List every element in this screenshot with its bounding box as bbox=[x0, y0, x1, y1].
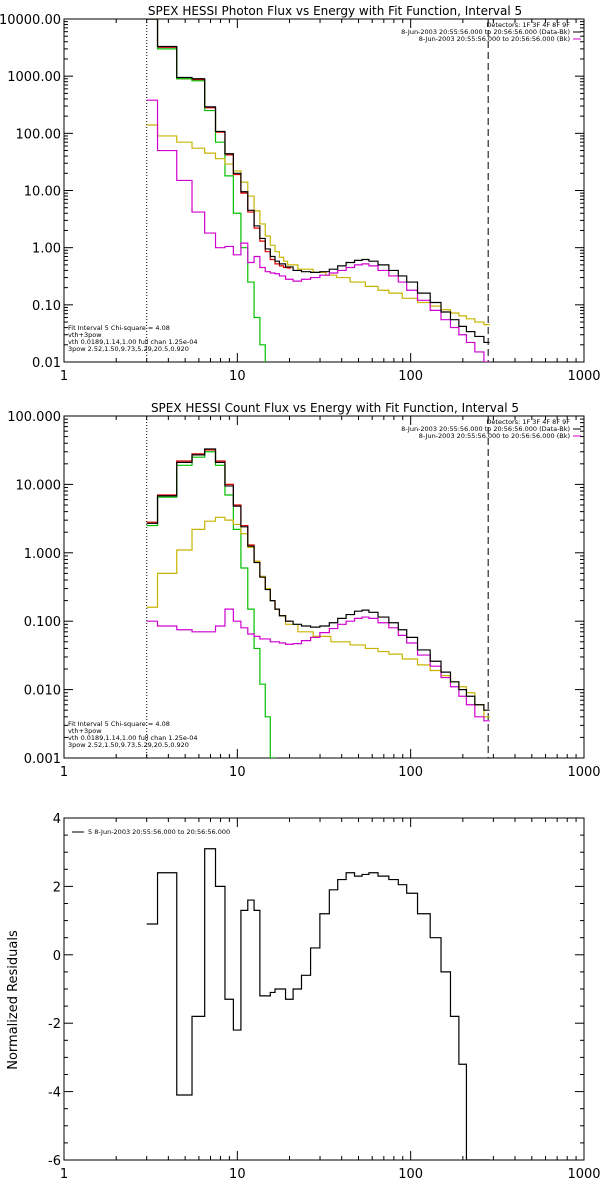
series-data bbox=[146, 448, 490, 711]
series-vth bbox=[146, 451, 276, 758]
x-tick-label: 10 bbox=[229, 1167, 246, 1182]
axes-frame bbox=[63, 415, 585, 759]
legend-line: Fit Interval 5 Chi-square = 4.08 bbox=[68, 720, 170, 728]
y-tick-label: 4 bbox=[53, 812, 61, 827]
x-tick-label: 1 bbox=[60, 369, 68, 384]
series-vth-3pow bbox=[146, 19, 291, 269]
y-tick-label: 10000.00 bbox=[0, 13, 61, 28]
legend-line: vth+3pow bbox=[68, 331, 102, 339]
header-line: 8-Jun-2003 20:55:56.000 to 20:56:56.000 … bbox=[401, 28, 570, 36]
y-tick-label: 10.00 bbox=[24, 185, 61, 200]
series-3pow bbox=[146, 516, 490, 718]
legend-line: vth 0.0189,1.14,1.00 full chan 1.25e-04 bbox=[68, 734, 198, 742]
x-tick-label: 1000 bbox=[567, 1167, 600, 1182]
residuals-panel: Normalized Residuals 1 10 100 1000 -6 -4 -2 0 2 4… bbox=[6, 812, 600, 1182]
y-tick-label: 0.010 bbox=[24, 684, 61, 699]
photon-flux-panel: SPEX HESSI Photon Flux vs Energy with Fi… bbox=[0, 4, 600, 384]
series-data-bk bbox=[146, 99, 490, 362]
y-tick-label: -2 bbox=[48, 1017, 61, 1032]
series-vth-3pow bbox=[146, 449, 291, 622]
y-tick-label: 100.00 bbox=[16, 127, 62, 142]
y-tick-label: 0.10 bbox=[32, 299, 61, 314]
series-group bbox=[146, 448, 490, 758]
y-tick-label: 1000.00 bbox=[7, 70, 61, 85]
x-tick-label: 100 bbox=[398, 1167, 423, 1182]
y-tick-label: 10.000 bbox=[16, 478, 62, 493]
x-tick-label: 1000 bbox=[567, 765, 600, 780]
residuals-y-axis-label: Normalized Residuals bbox=[6, 930, 21, 1070]
series-data-bk bbox=[146, 608, 490, 722]
legend-line: 3pow 2.52,1.50,9.73,5.29,20.5,0.920 bbox=[68, 741, 189, 749]
x-tick-label: 10 bbox=[229, 765, 246, 780]
y-tick-label: 0 bbox=[53, 949, 61, 964]
x-tick-label: 10 bbox=[229, 369, 246, 384]
x-tick-label: 1 bbox=[60, 765, 68, 780]
series-data bbox=[146, 19, 490, 344]
header-line: 8-Jun-2003 20:55:56.000 to 20:56:56.000 … bbox=[419, 432, 570, 440]
axes-frame bbox=[63, 817, 585, 1161]
y-tick-label: -4 bbox=[48, 1086, 61, 1101]
panel-1-title: SPEX HESSI Photon Flux vs Energy with Fi… bbox=[148, 4, 522, 18]
axes-frame bbox=[63, 18, 585, 363]
legend-line: vth 0.0189,1.14,1.00 full chan 1.25e-04 bbox=[68, 338, 198, 346]
panel-2-title: SPEX HESSI Count Flux vs Energy with Fit… bbox=[151, 401, 519, 415]
series-group bbox=[146, 848, 490, 1160]
series-vth bbox=[146, 19, 266, 362]
legend-line: Fit Interval 5 Chi-square = 4.08 bbox=[68, 324, 170, 332]
header-line: Detectors: 1F 3F 4F 8F 9F bbox=[486, 21, 570, 29]
y-tick-label: 1.00 bbox=[32, 242, 61, 257]
y-tick-label: 0.001 bbox=[24, 752, 61, 767]
legend-line: vth+3pow bbox=[68, 727, 102, 735]
header-line: 8-Jun-2003 20:55:56.000 to 20:56:56.000 … bbox=[419, 35, 570, 43]
x-tick-label: 1 bbox=[60, 1167, 68, 1182]
y-tick-label: 0.100 bbox=[24, 615, 61, 630]
legend-line: 3pow 2.52,1.50,9.73,5.29,20.5,0.920 bbox=[68, 345, 189, 353]
header-line: 8-Jun-2003 20:55:56.000 to 20:56:56.000 … bbox=[401, 425, 570, 433]
y-tick-label: 2 bbox=[53, 880, 61, 895]
series-5 bbox=[146, 848, 490, 1160]
x-tick-label: 1000 bbox=[567, 369, 600, 384]
y-tick-label: 0.01 bbox=[32, 356, 61, 371]
y-tick-label: 1.000 bbox=[24, 547, 61, 562]
series-3pow bbox=[146, 124, 490, 326]
x-tick-label: 100 bbox=[398, 765, 423, 780]
y-tick-label: -6 bbox=[48, 1154, 61, 1169]
series-group bbox=[146, 19, 490, 362]
legend-line: 5 8-Jun-2003 20:55:56.000 to 20:56:56.00… bbox=[88, 828, 230, 836]
header-line: Detectors: 1F 3F 4F 8F 9F bbox=[486, 418, 570, 426]
count-flux-panel: SPEX HESSI Count Flux vs Energy with Fit… bbox=[7, 401, 600, 780]
y-tick-label: 100.000 bbox=[7, 410, 61, 425]
x-tick-label: 100 bbox=[398, 369, 423, 384]
